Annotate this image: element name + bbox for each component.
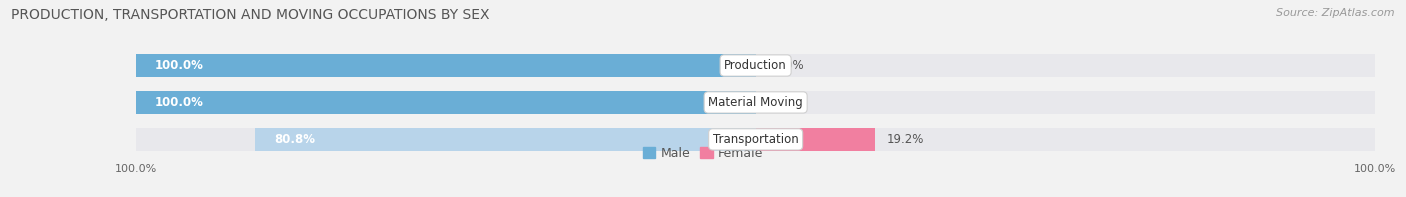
Bar bbox=[136, 91, 755, 114]
Text: 80.8%: 80.8% bbox=[274, 133, 315, 146]
Bar bbox=[136, 128, 755, 151]
Bar bbox=[136, 91, 755, 114]
Bar bbox=[136, 54, 755, 77]
Text: PRODUCTION, TRANSPORTATION AND MOVING OCCUPATIONS BY SEX: PRODUCTION, TRANSPORTATION AND MOVING OC… bbox=[11, 8, 489, 22]
Text: 19.2%: 19.2% bbox=[887, 133, 924, 146]
Bar bbox=[755, 54, 1375, 77]
Bar bbox=[755, 91, 1375, 114]
Text: 0.0%: 0.0% bbox=[775, 59, 804, 72]
Bar bbox=[755, 128, 1375, 151]
Text: Transportation: Transportation bbox=[713, 133, 799, 146]
Text: 100.0%: 100.0% bbox=[155, 96, 204, 109]
Text: Source: ZipAtlas.com: Source: ZipAtlas.com bbox=[1277, 8, 1395, 18]
Text: 0.0%: 0.0% bbox=[775, 96, 804, 109]
Text: Production: Production bbox=[724, 59, 787, 72]
Text: Material Moving: Material Moving bbox=[709, 96, 803, 109]
Bar bbox=[254, 128, 755, 151]
Text: 100.0%: 100.0% bbox=[155, 59, 204, 72]
Legend: Male, Female: Male, Female bbox=[638, 142, 768, 165]
Bar bbox=[136, 54, 755, 77]
Bar bbox=[755, 128, 875, 151]
